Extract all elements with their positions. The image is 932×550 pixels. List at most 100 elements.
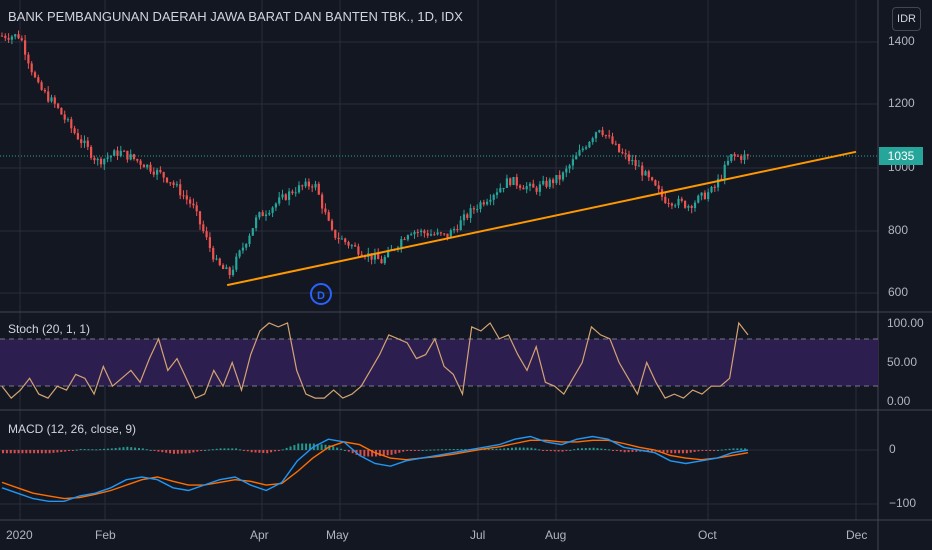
stoch-tick: 0.00 <box>887 394 911 408</box>
currency-button[interactable]: IDR <box>892 7 921 31</box>
candle <box>255 217 258 229</box>
candle <box>43 89 46 92</box>
time-label: 2020 <box>6 528 33 542</box>
candle <box>373 253 376 260</box>
candle <box>60 107 63 115</box>
macd-bar <box>343 450 346 451</box>
candle <box>601 130 604 136</box>
candle <box>552 179 555 184</box>
macd-bar <box>526 447 529 450</box>
candle <box>172 182 175 185</box>
macd-bar <box>499 448 502 450</box>
candle <box>165 177 169 183</box>
macd-bar <box>141 448 144 450</box>
candle <box>274 203 277 208</box>
candle <box>614 143 617 145</box>
time-label: Aug <box>545 528 567 542</box>
candle <box>123 150 126 152</box>
macd-bar <box>569 450 572 451</box>
macd-bar <box>200 450 203 451</box>
candle <box>99 158 103 165</box>
candle <box>545 180 548 187</box>
macd-tick: −100 <box>889 496 917 510</box>
time-label: Feb <box>95 528 116 542</box>
candle <box>20 38 23 41</box>
candle <box>667 203 670 205</box>
macd-bar <box>577 448 580 450</box>
macd-bar <box>615 450 618 451</box>
candle <box>634 159 637 166</box>
macd-bar <box>456 449 459 451</box>
candle <box>469 208 472 218</box>
candle <box>334 229 337 238</box>
macd-bar <box>137 447 140 450</box>
candle <box>377 253 380 260</box>
macd-bar <box>161 450 164 453</box>
candle <box>647 171 650 178</box>
macd-bar <box>685 450 688 454</box>
candle <box>235 256 238 270</box>
macd-label[interactable]: MACD (12, 26, close, 9) <box>8 422 137 436</box>
macd-bar <box>114 447 117 450</box>
candle <box>261 212 264 217</box>
macd-bar <box>153 450 156 451</box>
macd-bar <box>5 450 8 454</box>
macd-bar <box>359 450 362 457</box>
candle <box>24 40 27 55</box>
price-tick: 800 <box>888 223 909 237</box>
candle <box>304 181 307 187</box>
candle <box>321 194 324 209</box>
candle <box>10 36 13 40</box>
macd-bar <box>64 450 67 452</box>
trendline[interactable] <box>226 150 857 287</box>
grid <box>0 0 878 520</box>
candle <box>113 150 116 156</box>
macd-bar <box>320 444 323 450</box>
candle <box>278 197 281 204</box>
candle <box>637 165 640 167</box>
macd-bar <box>363 450 366 457</box>
candle <box>149 164 152 172</box>
candle <box>674 205 677 207</box>
macd-bar <box>716 450 719 451</box>
candle <box>423 230 426 234</box>
candle <box>327 212 330 221</box>
macd-bar <box>231 448 234 450</box>
candle <box>96 158 99 161</box>
candle <box>132 154 136 159</box>
dividend-marker[interactable]: D <box>310 283 332 305</box>
macd-bar <box>650 450 653 452</box>
candle <box>189 199 192 204</box>
macd-tick: 0 <box>889 442 896 456</box>
candle <box>548 179 551 187</box>
candle <box>37 77 40 83</box>
candle <box>40 82 43 90</box>
macd-bar <box>701 450 704 451</box>
candle <box>627 154 631 162</box>
stoch-label[interactable]: Stoch (20, 1, 1) <box>8 322 91 336</box>
macd-bar <box>732 448 735 450</box>
candle <box>677 198 680 206</box>
candle <box>324 208 327 213</box>
candle <box>248 235 251 244</box>
candle <box>116 150 119 157</box>
macd-bar <box>709 450 712 451</box>
macd-bar <box>332 446 335 450</box>
macd-bar <box>553 450 556 452</box>
candle <box>195 205 198 212</box>
macd-bar <box>87 449 90 451</box>
macd-bar <box>250 450 253 453</box>
macd-bar <box>351 450 354 454</box>
candle <box>76 133 79 140</box>
last-price-tag: 1035 <box>879 147 923 165</box>
macd-bar <box>308 443 311 450</box>
macd-bar <box>9 450 12 454</box>
macd-bar <box>122 447 125 450</box>
candle <box>499 188 502 193</box>
candle <box>690 206 693 209</box>
candle <box>482 202 485 205</box>
macd-bar <box>510 447 513 450</box>
candle <box>337 237 340 240</box>
macd-bar <box>674 450 677 454</box>
